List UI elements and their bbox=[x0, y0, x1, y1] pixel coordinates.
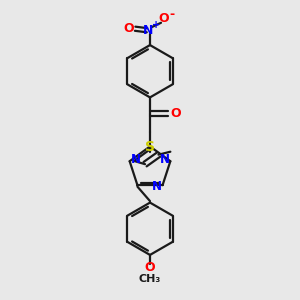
Text: O: O bbox=[123, 22, 134, 35]
Text: +: + bbox=[152, 20, 160, 30]
Text: N: N bbox=[159, 153, 170, 166]
Text: CH₃: CH₃ bbox=[139, 274, 161, 284]
Text: S: S bbox=[145, 140, 155, 154]
Text: O: O bbox=[170, 107, 181, 120]
Text: O: O bbox=[159, 12, 169, 26]
Text: O: O bbox=[145, 261, 155, 274]
Text: -: - bbox=[169, 8, 175, 21]
Text: N: N bbox=[152, 180, 162, 193]
Text: N: N bbox=[143, 24, 154, 37]
Text: N: N bbox=[130, 153, 141, 166]
